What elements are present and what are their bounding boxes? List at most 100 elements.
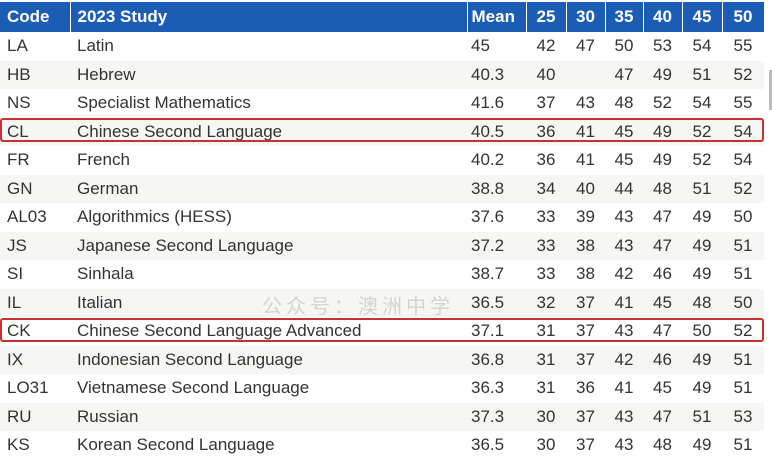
score-cell: 37 [566, 402, 605, 431]
study-cell: Specialist Mathematics [77, 93, 251, 113]
score-cell: 43 [614, 207, 634, 227]
score-cell: 54 [692, 93, 712, 113]
score-cell: 32 [526, 288, 566, 317]
score-cell: 49 [692, 435, 712, 455]
score-cell: 36.5 [471, 435, 505, 455]
score-cell: 48 [653, 435, 672, 455]
score-cell: 52 [653, 93, 672, 113]
code-cell: NS [7, 93, 31, 113]
score-cell: 37 [576, 435, 595, 455]
study-cell: Chinese Second Language Advanced [77, 321, 362, 341]
score-cell: 45 [643, 288, 682, 317]
score-cell: 47 [643, 402, 682, 431]
score-cell: 45 [471, 36, 490, 56]
study-cell: Russian [70, 402, 467, 431]
study-cell: Japanese Second Language [70, 231, 467, 260]
code-cell: IL [0, 288, 70, 317]
column-header: 35 [605, 2, 644, 32]
score-cell: 39 [576, 207, 595, 227]
table-row: IL Italian 36.5 32 37 41 45 48 50 [0, 288, 764, 317]
study-cell: Korean Second Language [77, 435, 275, 455]
score-cell: 42 [614, 264, 634, 284]
code-cell: AL03 [7, 207, 47, 227]
study-cell: German [70, 174, 467, 203]
column-header: 50 [722, 2, 765, 32]
table-row: HB Hebrew 40.3 40 47 49 51 52 [0, 60, 764, 89]
score-cell: 47 [576, 36, 595, 56]
score-cell: 54 [692, 36, 712, 56]
table-row: KS Korean Second Language 36.5 30 37 43 48 49 51 [0, 431, 764, 460]
score-cell: 36 [536, 150, 556, 170]
score-cell: 51 [733, 378, 753, 398]
score-cell: 34 [526, 174, 566, 203]
score-cell: 37 [566, 288, 605, 317]
code-cell: GN [0, 174, 70, 203]
column-header: Mean [467, 2, 527, 32]
score-cell: 45 [614, 150, 634, 170]
scrollbar[interactable] [769, 70, 772, 110]
score-cell: 38 [566, 231, 605, 260]
score-cell: 50 [722, 288, 764, 317]
score-cell: 55 [733, 36, 753, 56]
score-cell: 49 [692, 378, 712, 398]
score-cell: 36.3 [471, 378, 505, 398]
score-cell: 37.3 [467, 402, 526, 431]
score-cell: 50 [614, 36, 634, 56]
table-row: NS Specialist Mathematics 41.6 37 43 48 52 54 55 [0, 89, 764, 118]
score-cell: 52 [733, 321, 753, 341]
score-cell [566, 60, 605, 89]
score-cell: 51 [722, 345, 764, 374]
score-cell: 38 [576, 264, 595, 284]
score-cell: 45 [653, 378, 672, 398]
score-cell: 47 [643, 231, 682, 260]
score-cell: 52 [722, 60, 764, 89]
score-cell: 43 [614, 321, 634, 341]
table-row: LO31 Vietnamese Second Language 36.3 31 36 41… [0, 374, 764, 403]
score-cell: 47 [653, 207, 672, 227]
score-cell: 31 [536, 378, 556, 398]
score-cell: 48 [682, 288, 722, 317]
score-cell: 41 [614, 378, 634, 398]
score-cell: 49 [682, 345, 722, 374]
score-cell: 43 [614, 435, 634, 455]
code-cell: SI [7, 264, 24, 284]
code-cell: LO31 [7, 378, 49, 398]
score-cell: 53 [722, 402, 764, 431]
table-row: CK Chinese Second Language Advanced 37.1 31… [0, 317, 764, 346]
score-cell: 46 [643, 345, 682, 374]
highlight-box-cl [0, 118, 764, 142]
score-cell: 50 [692, 321, 712, 341]
study-cell: Algorithmics (HESS) [77, 207, 232, 227]
study-cell: Vietnamese Second Language [77, 378, 310, 398]
score-cell: 53 [653, 36, 672, 56]
score-cell: 44 [605, 174, 643, 203]
score-cell: 37 [566, 345, 605, 374]
score-cell: 48 [643, 174, 682, 203]
code-cell: HB [0, 60, 70, 89]
table-row: SI Sinhala 38.7 33 38 42 46 49 51 [0, 260, 764, 289]
score-cell: 46 [653, 264, 672, 284]
score-cell: 42 [536, 36, 556, 56]
score-cell: 40 [526, 60, 566, 89]
score-cell: 33 [536, 264, 556, 284]
table-row: GN German 38.8 34 40 44 48 51 52 [0, 174, 764, 203]
score-cell: 31 [526, 345, 566, 374]
score-cell: 51 [733, 435, 753, 455]
score-cell: 30 [536, 435, 556, 455]
score-cell: 37 [536, 93, 556, 113]
score-cell: 36.8 [467, 345, 526, 374]
code-cell: JS [0, 231, 70, 260]
score-cell: 51 [682, 174, 722, 203]
score-cell: 55 [733, 93, 753, 113]
column-header: 40 [643, 2, 683, 32]
score-cell: 31 [536, 321, 556, 341]
study-cell: Hebrew [70, 60, 467, 89]
table-row: LA Latin 45 42 47 50 53 54 55 [0, 32, 764, 61]
code-cell: IX [0, 345, 70, 374]
column-header: 2023 Study [70, 2, 468, 32]
study-cell: Latin [77, 36, 114, 56]
table-row: FR French 40.2 36 41 45 49 52 54 [0, 146, 764, 175]
score-cell: 51 [722, 231, 764, 260]
score-cell: 54 [733, 150, 753, 170]
score-cell: 52 [722, 174, 764, 203]
